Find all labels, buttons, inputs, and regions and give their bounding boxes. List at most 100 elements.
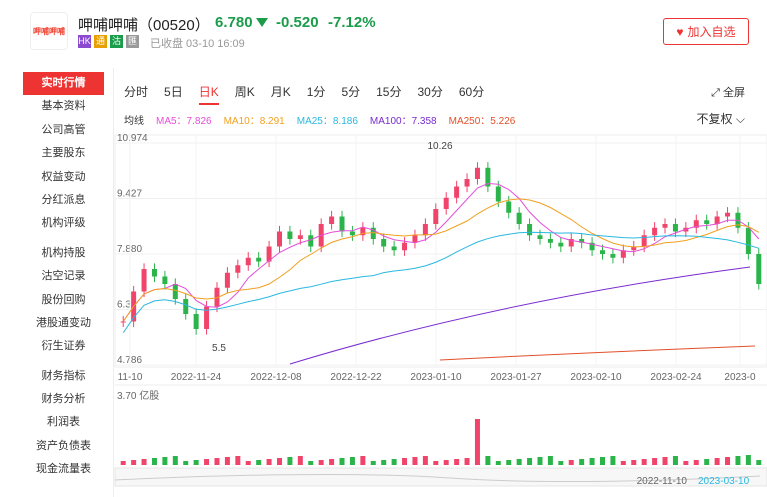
candle-body (485, 167, 491, 187)
ma-value: MA25：8.186 (296, 116, 358, 127)
period-tab[interactable]: 周K (234, 85, 255, 99)
candle-body (141, 268, 147, 292)
sidebar-item[interactable]: 公司高管 (41, 123, 86, 136)
volume-bar (485, 456, 491, 465)
add-watchlist-button[interactable]: ♥ 加入自选 (663, 18, 749, 45)
candle-body (745, 227, 751, 254)
candle-body (162, 276, 168, 284)
candle-body (256, 257, 262, 262)
volume-bar (183, 461, 189, 465)
ma-legend: 均线 MA5：7.826 MA10：8.291 MA25：8.186 MA100：7.3… (124, 112, 515, 127)
volume-bar (600, 457, 605, 465)
candle-body (464, 179, 470, 187)
market-tag: 通 (94, 35, 107, 48)
volume-bar (297, 456, 303, 465)
volume-bar (349, 457, 355, 465)
period-tab[interactable]: 1分 (306, 85, 326, 99)
ma10-line (122, 198, 760, 322)
sidebar-item[interactable]: 利润表 (47, 416, 80, 429)
period-tab[interactable]: 日K (198, 85, 219, 105)
candle-body (370, 227, 376, 240)
sidebar-item[interactable]: 资产负债表 (36, 439, 91, 452)
volume-bar (287, 457, 293, 465)
price-change: -0.520 (276, 14, 319, 31)
sidebar-item[interactable]: 现金流量表 (36, 463, 91, 476)
ma100-line (289, 266, 751, 365)
sidebar-item[interactable]: 财务分析 (41, 393, 86, 406)
ma250-line (439, 345, 756, 361)
volume-bar (318, 460, 324, 465)
candle-body (600, 250, 605, 254)
volume-bar (714, 458, 720, 465)
period-tab[interactable]: 5日 (164, 85, 183, 99)
low-label: 5.5 (212, 343, 226, 354)
candle-body (245, 257, 251, 266)
period-tab[interactable]: 60分 (458, 85, 485, 99)
sidebar-item[interactable]: 机构持股 (41, 246, 86, 259)
volume-bar (735, 456, 741, 465)
period-tab[interactable]: 分时 (124, 85, 149, 99)
sidebar-item[interactable]: 主要股东 (41, 147, 86, 160)
candle-body (527, 224, 533, 236)
volume-bar (589, 458, 595, 465)
x-tick-label: 2022-11-24 (171, 372, 222, 383)
range-start: 2022-11-10 (637, 476, 688, 487)
candle-body (422, 224, 428, 236)
sidebar-item[interactable]: 财务指标 (41, 369, 86, 382)
volume-bar (641, 459, 647, 465)
sidebar-item[interactable]: 沽空记录 (41, 270, 86, 283)
candle-body (610, 253, 616, 258)
heart-icon: ♥ (676, 24, 684, 39)
candle-body (360, 227, 366, 236)
period-tab[interactable]: 30分 (417, 85, 443, 99)
candle-body (725, 212, 731, 217)
high-label: 10.26 (427, 141, 452, 152)
candle-body (224, 272, 230, 288)
sidebar-item[interactable]: 股份回购 (41, 293, 86, 306)
x-tick-label: 2023-0 (724, 372, 756, 383)
candle-body (672, 224, 678, 232)
sidebar-item[interactable]: 衍生证券 (41, 340, 86, 353)
sidebar-item[interactable]: 实时行情 (23, 72, 104, 96)
stock-name: 呷哺呷哺（00520） (78, 17, 210, 34)
volume-bar (464, 458, 470, 465)
sidebar-item[interactable]: 机构评级 (41, 217, 86, 230)
candle-body (558, 242, 564, 247)
candle-body (120, 321, 126, 323)
volume-bar (756, 460, 762, 465)
volume-bar (537, 457, 543, 465)
fullscreen-button[interactable]: ⤢ 全屏 (711, 87, 745, 99)
price-change-pct: -7.12% (328, 14, 376, 31)
sidebar-item[interactable]: 港股通变动 (36, 316, 91, 329)
market-tag: 匯 (126, 35, 139, 48)
volume-bar (745, 455, 751, 465)
period-tab[interactable]: 15分 (376, 85, 402, 99)
ma-label: 均线 (124, 116, 144, 127)
candle-body (454, 186, 460, 198)
candle-body (339, 216, 345, 232)
adjust-select[interactable]: 不复权 ⌵ (696, 112, 745, 126)
period-tab[interactable]: 月K (270, 85, 291, 99)
volume-bar (662, 457, 668, 465)
volume-bar (610, 456, 616, 465)
period-tab[interactable]: 5分 (341, 85, 361, 99)
x-tick-label: 2023-02-10 (570, 372, 622, 383)
sidebar-item[interactable]: 权益变动 (41, 170, 86, 183)
ma5-line (122, 183, 760, 322)
volume-bar (214, 458, 220, 465)
y-tick-label: 6.3 (117, 300, 131, 311)
volume-bar (454, 459, 460, 465)
volume-bar (474, 419, 480, 465)
candle-body (516, 212, 522, 225)
candle-body (620, 250, 626, 258)
sidebar-item[interactable]: 分红派息 (41, 193, 86, 206)
range-overview (114, 473, 761, 483)
volume-bar (308, 461, 314, 465)
market-tag: 沽 (110, 35, 123, 48)
ma-value: MA5：7.826 (156, 116, 212, 127)
sidebar-item[interactable]: 基本资料 (41, 100, 86, 113)
candle-body (151, 268, 157, 277)
candle-body (391, 246, 397, 251)
candle-body (547, 239, 553, 243)
